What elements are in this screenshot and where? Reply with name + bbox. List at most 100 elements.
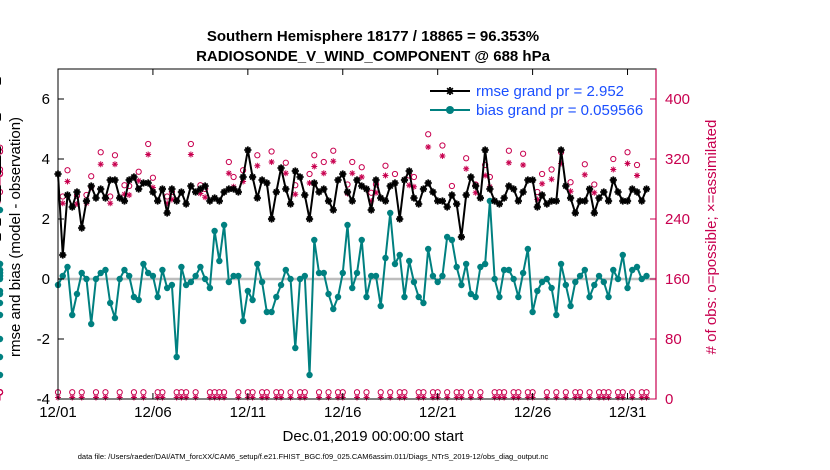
obs-assimilated-point (591, 189, 598, 196)
bias-point (0, 206, 4, 214)
rmse-point (234, 188, 242, 196)
bias-point (206, 284, 214, 292)
obs-possible-point (320, 158, 327, 166)
obs-assimilated-point (548, 176, 555, 183)
bias-point (377, 302, 384, 310)
rmse-point (116, 194, 124, 202)
bias-point (472, 293, 479, 301)
obs-assimilated-point (387, 394, 394, 401)
chart-subtitle: RADIOSONDE_V_WIND_COMPONENT @ 688 hPa (196, 48, 551, 65)
legend-bias-label: bias grand pr = 0.059566 (476, 102, 643, 119)
obs-assimilated-point (311, 163, 318, 170)
x-tick-label: 12/11 (230, 404, 266, 421)
bias-point (135, 296, 142, 304)
obs-assimilated-point (605, 394, 612, 401)
bias-point (477, 263, 484, 271)
obs-possible-point (410, 173, 418, 181)
x-tick-label: 12/21 (419, 404, 457, 421)
obs-assimilated-point (254, 162, 261, 169)
obs-possible-point (0, 389, 4, 396)
rmse-point (324, 197, 333, 205)
rmse-point (538, 191, 546, 199)
bias-point (225, 278, 233, 286)
obs-assimilated-point (619, 394, 626, 401)
rmse-point (343, 188, 352, 196)
bias-point (453, 263, 460, 271)
bias-point (638, 275, 645, 283)
rmse-point (111, 176, 119, 184)
bias-point (0, 311, 4, 319)
bias-point (500, 266, 508, 274)
bias-point (396, 251, 403, 259)
bias-point (458, 281, 465, 289)
obs-assimilated-point (643, 394, 650, 401)
bias-point (258, 278, 266, 286)
rmse-point (201, 182, 209, 190)
bias-point (83, 275, 90, 283)
rmse-point (500, 194, 508, 202)
obs-possible-point (330, 147, 337, 154)
x-tick-label: 12/31 (609, 404, 647, 421)
obs-possible-point (610, 155, 617, 163)
rmse-point (472, 182, 480, 190)
obs-possible-point (633, 161, 641, 169)
bias-point (144, 269, 152, 277)
bias-point (116, 275, 123, 283)
obs-assimilated-point (287, 394, 294, 401)
y-tick-label: 2 (42, 211, 50, 228)
obs-assimilated-point (78, 394, 85, 401)
rmse-point (557, 146, 565, 154)
obs-possible-point (0, 170, 4, 177)
bias-point (178, 263, 185, 271)
bias-point (415, 293, 422, 301)
bias-point (140, 260, 147, 268)
rmse-point (481, 146, 489, 154)
obs-assimilated-point (183, 394, 190, 401)
bias-point (201, 275, 209, 283)
bias-point (102, 266, 109, 274)
obs-assimilated-point (401, 394, 408, 401)
rmse-point (415, 200, 423, 208)
rmse-point (163, 209, 171, 217)
bias-point (244, 287, 252, 295)
rmse-point (149, 188, 157, 196)
obs-assimilated-point (444, 394, 451, 401)
obs-assimilated-point (64, 178, 71, 185)
rmse-point (196, 185, 204, 193)
obs-assimilated-point (377, 394, 384, 401)
rmse-point (448, 191, 456, 199)
bias-point (220, 221, 228, 229)
rmse-point (619, 197, 627, 205)
rmse-point (495, 200, 503, 208)
obs-possible-point (0, 148, 4, 155)
y-right-tick-label: 320 (665, 151, 690, 168)
obs-possible-point (0, 166, 4, 173)
rmse-point (154, 197, 162, 205)
rmse-point (296, 173, 304, 181)
bias-point (306, 371, 313, 379)
rmse-point (443, 203, 451, 211)
x-tick-label: 12/16 (324, 404, 362, 421)
bias-point (125, 272, 133, 280)
obs-possible-point (64, 167, 71, 174)
bias-point (448, 236, 456, 244)
bias-point (107, 299, 114, 307)
bias-point (173, 353, 180, 361)
rmse-point (239, 173, 247, 181)
rmse-point (529, 176, 537, 184)
bias-point (496, 293, 503, 301)
rmse-point (329, 206, 337, 214)
obs-assimilated-point (577, 394, 584, 401)
obs-assimilated-point (425, 144, 432, 150)
obs-assimilated-point (562, 394, 569, 401)
obs-assimilated-point (467, 394, 474, 401)
rmse-point (320, 185, 328, 193)
obs-assimilated-point (330, 158, 337, 165)
rmse-point (97, 185, 105, 193)
bias-point (111, 314, 119, 322)
bias-point (534, 287, 541, 295)
rmse-point (120, 197, 129, 205)
obs-assimilated-point (553, 394, 560, 401)
rmse-point (253, 194, 261, 202)
